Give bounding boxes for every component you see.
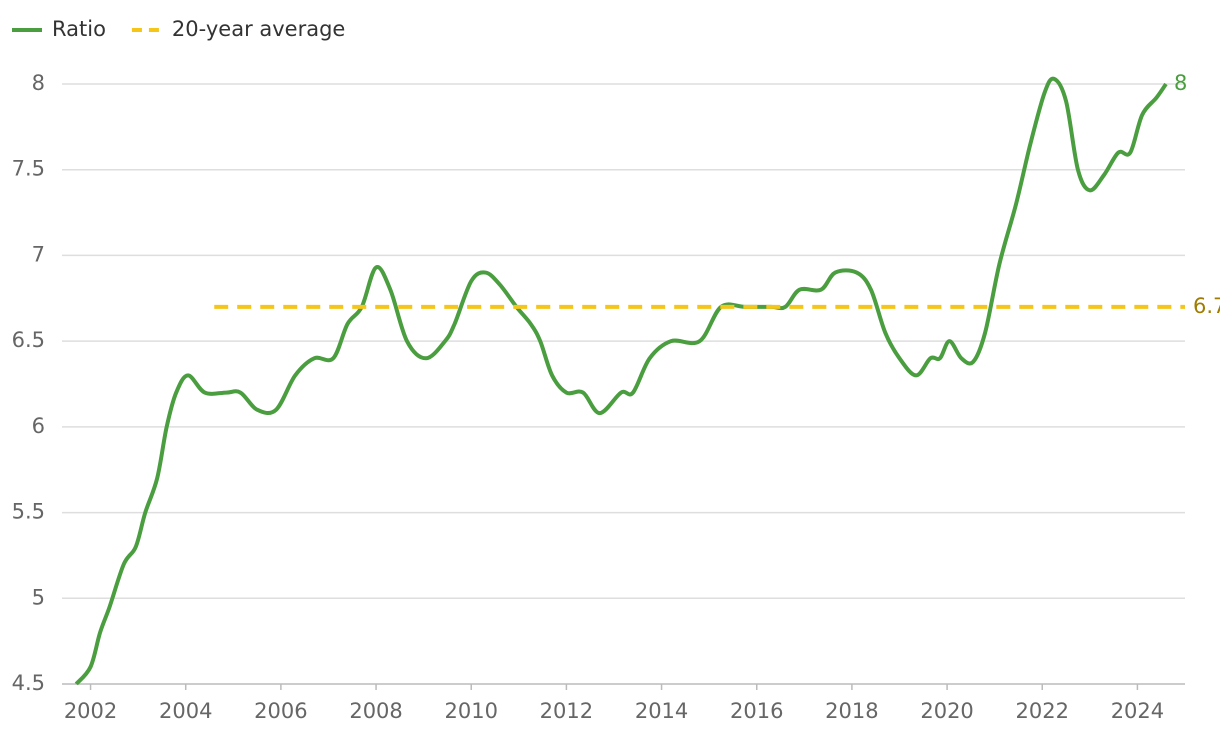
x-tick-label: 2006 — [254, 699, 307, 723]
x-tick-label: 2014 — [635, 699, 688, 723]
legend-label: 20-year average — [172, 17, 345, 41]
end-label: 8 — [1174, 71, 1187, 95]
y-tick-label: 7 — [32, 242, 45, 266]
x-tick-label: 2012 — [540, 699, 593, 723]
end-label: 6.7 — [1193, 294, 1220, 318]
y-tick-label: 6.5 — [12, 328, 45, 352]
y-tick-label: 7.5 — [12, 157, 45, 181]
x-tick-label: 2004 — [159, 699, 212, 723]
series-line — [74, 76, 1168, 686]
y-tick-label: 6 — [32, 414, 45, 438]
y-tick-label: 5.5 — [12, 500, 45, 524]
x-tick-label: 2018 — [825, 699, 878, 723]
x-tick-label: 2024 — [1111, 699, 1164, 723]
x-tick-label: 2016 — [730, 699, 783, 723]
x-tick-label: 2008 — [349, 699, 402, 723]
legend-label: Ratio — [52, 17, 106, 41]
y-tick-label: 4.5 — [12, 671, 45, 695]
x-tick-label: 2020 — [920, 699, 973, 723]
y-tick-label: 8 — [32, 71, 45, 95]
x-tick-label: 2002 — [64, 699, 117, 723]
x-tick-label: 2010 — [445, 699, 498, 723]
x-tick-label: 2022 — [1016, 699, 1069, 723]
y-tick-label: 5 — [32, 585, 45, 609]
